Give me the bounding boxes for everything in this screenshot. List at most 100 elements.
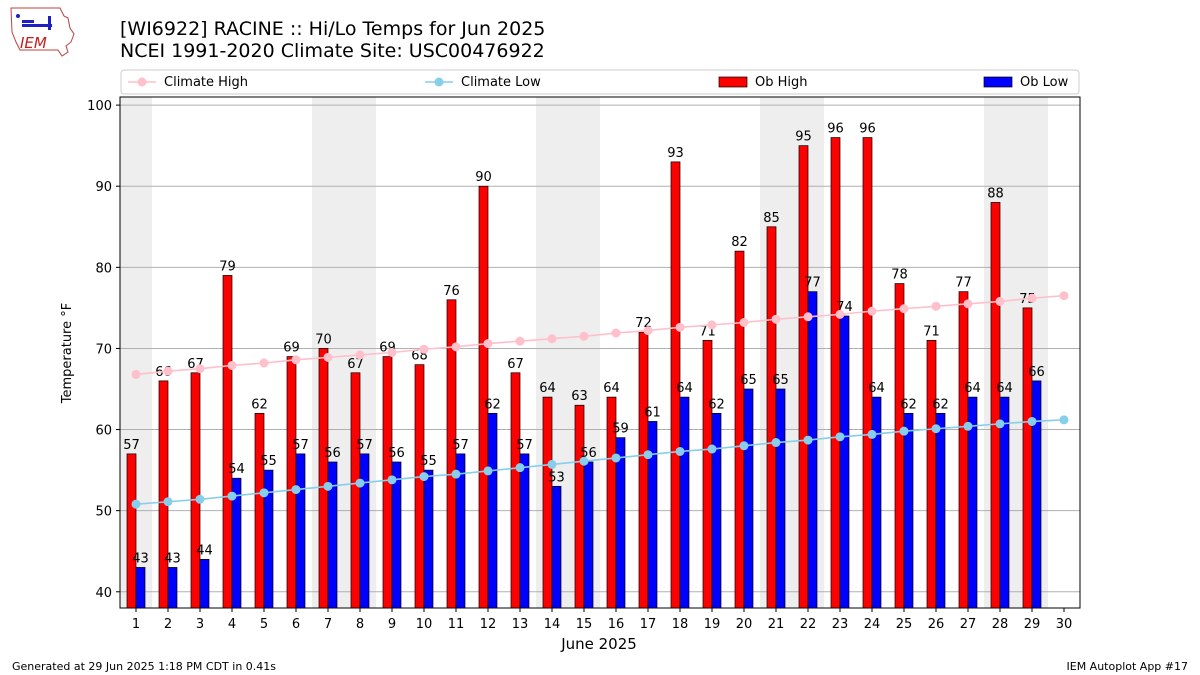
- ob-low-label: 59: [612, 422, 629, 437]
- ob-low-bar: [519, 453, 530, 609]
- climate-low-point: [995, 419, 1005, 429]
- ob-low-label: 43: [132, 551, 149, 566]
- climate-low-line: [135, 419, 1065, 505]
- x-tick-label: 10: [416, 617, 433, 632]
- x-tick-label: 12: [480, 617, 497, 632]
- ob-high-label: 67: [507, 357, 524, 372]
- y-tick-label: 90: [95, 180, 112, 195]
- x-tick-label: 26: [928, 617, 945, 632]
- ob-low-label: 61: [644, 405, 661, 420]
- y-tick-label: 60: [95, 424, 112, 439]
- ob-high-bar: [126, 453, 137, 609]
- ob-high-label: 88: [987, 186, 1004, 201]
- x-axis-label: June 2025: [560, 635, 637, 653]
- climate-high-point: [355, 350, 365, 360]
- ob-high-bar: [158, 380, 169, 609]
- x-tick-label: 1: [132, 617, 140, 632]
- x-tick-label: 7: [324, 617, 332, 632]
- climate-low-point: [291, 485, 301, 495]
- x-tick-label: 11: [448, 617, 465, 632]
- climate-low-point: [259, 488, 269, 498]
- ob-high-bar: [222, 275, 233, 609]
- ob-high-label: 79: [219, 259, 236, 274]
- ob-low-label: 65: [740, 373, 757, 388]
- x-tick-label: 16: [608, 617, 625, 632]
- legend: Climate High Climate Low Ob High Ob Low: [120, 69, 1080, 95]
- ob-low-label: 53: [548, 470, 565, 485]
- ob-low-bar: [359, 453, 370, 609]
- ob-high-label: 63: [571, 389, 588, 404]
- legend-label-ob-low: Ob Low: [1020, 75, 1069, 90]
- x-tick-label: 25: [896, 617, 913, 632]
- x-tick-label: 20: [736, 617, 753, 632]
- climate-high-point: [515, 336, 525, 346]
- ob-low-label: 44: [196, 543, 213, 558]
- y-axis-label: Temperature °F: [60, 303, 75, 404]
- chart-title: [WI6922] RACINE :: Hi/Lo Temps for Jun 2…: [120, 18, 546, 40]
- climate-low-point: [1059, 415, 1069, 425]
- ob-low-label: 57: [516, 438, 533, 453]
- climate-high-point: [931, 301, 941, 311]
- x-tick-label: 23: [832, 617, 849, 632]
- ob-low-label: 62: [484, 397, 501, 412]
- ob-high-bar: [958, 291, 969, 609]
- climate-high-line: [135, 294, 1065, 376]
- climate-high-point: [771, 314, 781, 324]
- climate-low-point: [771, 438, 781, 448]
- x-tick-label: 13: [512, 617, 529, 632]
- climate-low-point: [451, 469, 461, 479]
- ob-high-label: 64: [603, 381, 620, 396]
- ob-low-label: 55: [420, 454, 437, 469]
- iem-logo: IEM: [10, 7, 75, 57]
- ob-low-label: 57: [356, 438, 373, 453]
- climate-high-point: [579, 331, 589, 341]
- ob-low-label: 77: [804, 276, 821, 291]
- ob-low-bar: [839, 315, 850, 609]
- y-tick-label: 70: [95, 342, 112, 357]
- ob-high-label: 82: [731, 235, 748, 250]
- ob-low-label: 62: [900, 397, 917, 412]
- climate-low-point: [867, 429, 877, 439]
- climate-low-point: [195, 494, 205, 504]
- climate-high-point: [1027, 293, 1037, 303]
- ob-high-bar: [862, 137, 873, 609]
- ob-low-bar: [135, 567, 146, 609]
- ob-high-bar: [190, 372, 201, 609]
- x-tick-label: 3: [196, 617, 204, 632]
- climate-high-point: [419, 344, 429, 354]
- climate-lines: [131, 291, 1069, 509]
- legend-marker-climate-high: [137, 77, 147, 87]
- climate-low-point: [803, 435, 813, 445]
- y-tick-label: 50: [95, 505, 112, 520]
- ob-low-label: 64: [996, 381, 1013, 396]
- ob-low-bar: [647, 421, 658, 609]
- climate-low-point: [419, 472, 429, 482]
- ob-high-label: 71: [923, 324, 940, 339]
- climate-low-point: [131, 499, 141, 509]
- ob-high-label: 76: [443, 284, 460, 299]
- ob-high-bar: [510, 372, 521, 609]
- legend-label-climate-high: Climate High: [164, 75, 248, 90]
- climate-high-point: [963, 299, 973, 309]
- climate-low-point: [675, 446, 685, 456]
- ob-high-label: 70: [315, 332, 332, 347]
- climate-low-point: [739, 441, 749, 451]
- climate-high-point: [995, 296, 1005, 306]
- ob-high-bar: [286, 356, 297, 609]
- ob-high-label: 57: [123, 438, 140, 453]
- legend-box: [120, 69, 1080, 95]
- climate-high-point: [547, 334, 557, 344]
- ob-high-bar: [702, 339, 713, 609]
- climate-high-point: [227, 360, 237, 370]
- climate-high-point: [195, 364, 205, 374]
- x-tick-label: 28: [992, 617, 1009, 632]
- x-tick-label: 18: [672, 617, 689, 632]
- ob-high-bar: [574, 404, 585, 609]
- ob-high-bar: [414, 364, 425, 609]
- x-tick-label: 9: [388, 617, 396, 632]
- ob-low-bar: [423, 469, 434, 609]
- climate-high-point: [707, 320, 717, 330]
- climate-high-point: [483, 339, 493, 349]
